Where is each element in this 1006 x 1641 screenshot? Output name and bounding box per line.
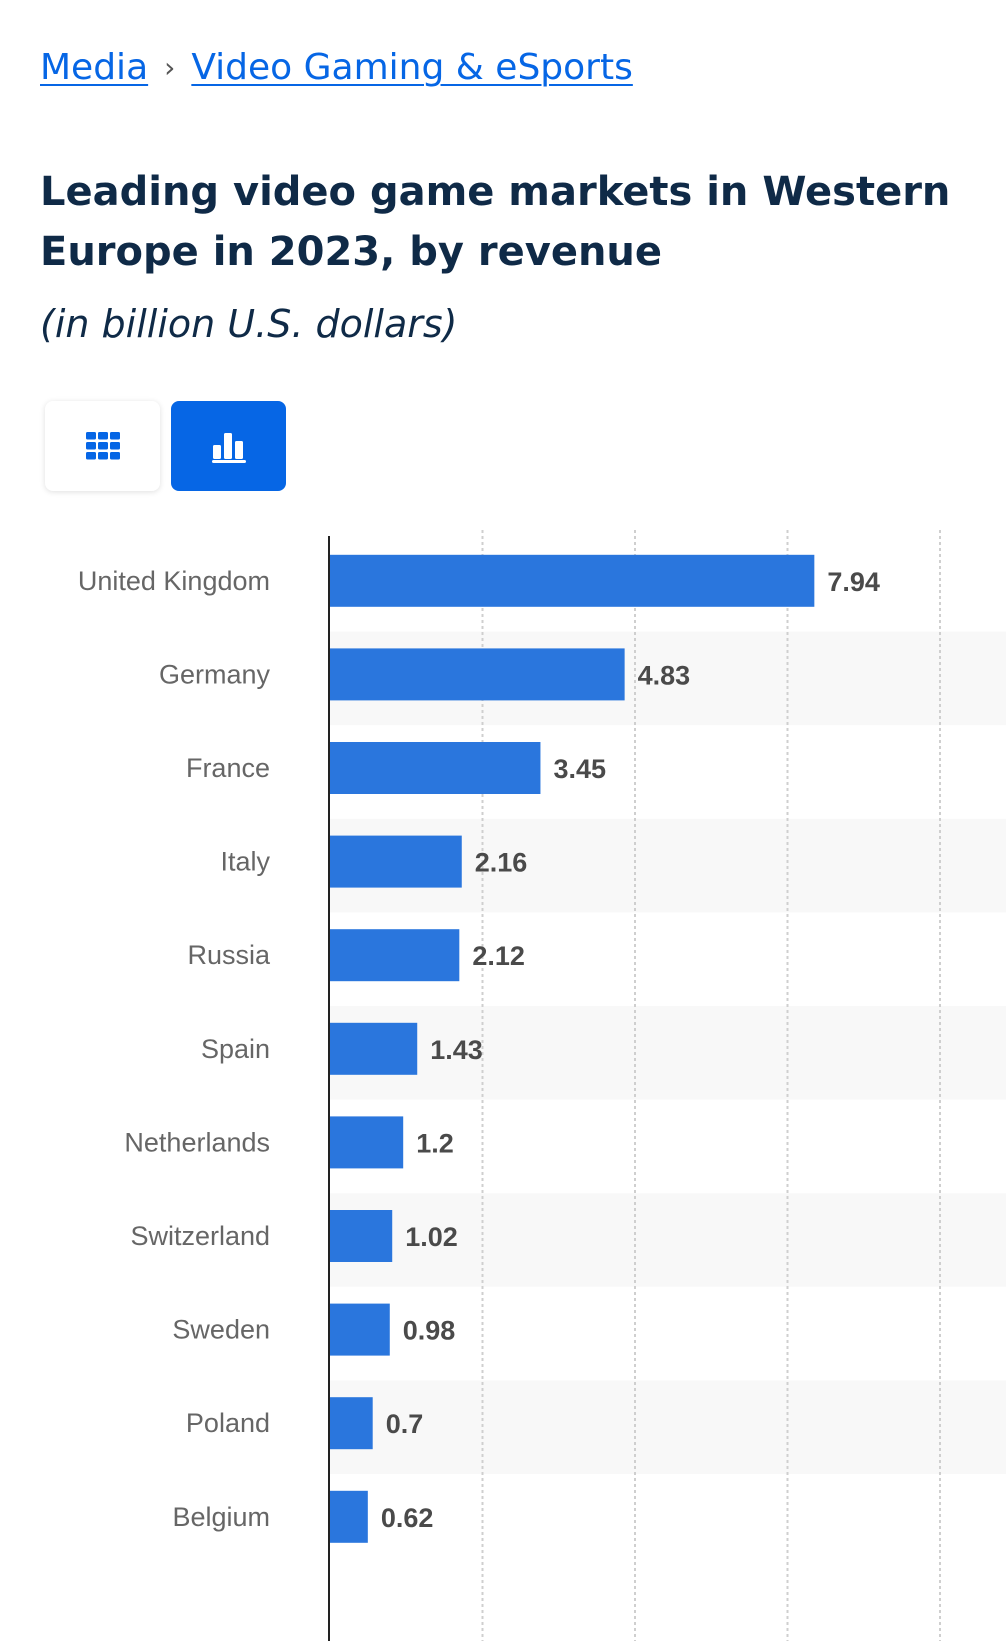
value-label: 0.7 — [386, 1409, 424, 1439]
category-label: Spain — [201, 1034, 270, 1064]
category-label: Sweden — [172, 1315, 270, 1345]
bar[interactable] — [330, 1490, 368, 1543]
breadcrumb: Media › Video Gaming & eSports — [40, 40, 633, 96]
category-label: Italy — [220, 847, 270, 877]
page-title: Leading video game markets in Western Eu… — [40, 169, 951, 275]
bar[interactable] — [330, 1397, 373, 1450]
bar[interactable] — [330, 742, 541, 794]
row-band — [330, 1006, 1006, 1100]
category-label: France — [186, 753, 270, 783]
category-label: Switzerland — [130, 1221, 270, 1251]
bar-chart: United Kingdom Germany France Italy Russia Sp… — [78, 530, 1006, 1641]
value-label: 1.02 — [405, 1222, 458, 1252]
row-band — [330, 1193, 1006, 1287]
row-band — [330, 1380, 1006, 1474]
value-label: 1.2 — [416, 1128, 454, 1158]
value-label: 1.43 — [430, 1035, 483, 1065]
bar[interactable] — [330, 554, 815, 607]
bar[interactable] — [330, 1116, 404, 1169]
category-label: Belgium — [172, 1502, 270, 1532]
chart-view-button[interactable] — [171, 401, 286, 491]
bar[interactable] — [330, 1303, 390, 1356]
bar[interactable] — [330, 929, 460, 982]
value-label: 0.98 — [403, 1316, 456, 1346]
page-subtitle: (in billion U.S. dollars) — [40, 302, 458, 346]
value-label: 2.12 — [472, 941, 525, 971]
breadcrumb-link-video-gaming[interactable]: Video Gaming & eSports — [191, 47, 633, 88]
table-view-button[interactable] — [45, 401, 160, 491]
value-label: 2.16 — [475, 848, 528, 878]
bar-chart-icon — [211, 433, 246, 463]
bar[interactable] — [330, 1210, 393, 1262]
value-label: 7.94 — [827, 567, 880, 597]
category-label: Russia — [187, 940, 271, 970]
grid-icon — [85, 432, 120, 460]
category-label: Germany — [159, 659, 271, 689]
category-label: United Kingdom — [78, 566, 270, 596]
bar[interactable] — [330, 1022, 418, 1075]
category-label: Poland — [186, 1408, 270, 1438]
value-label: 3.45 — [553, 754, 606, 784]
breadcrumb-separator: › — [164, 51, 176, 84]
value-label: 4.83 — [638, 660, 691, 690]
breadcrumb-link-media[interactable]: Media — [40, 47, 149, 88]
bar[interactable] — [330, 648, 625, 701]
bar[interactable] — [330, 835, 462, 888]
value-label: 0.62 — [381, 1503, 434, 1533]
category-label: Netherlands — [124, 1127, 270, 1157]
